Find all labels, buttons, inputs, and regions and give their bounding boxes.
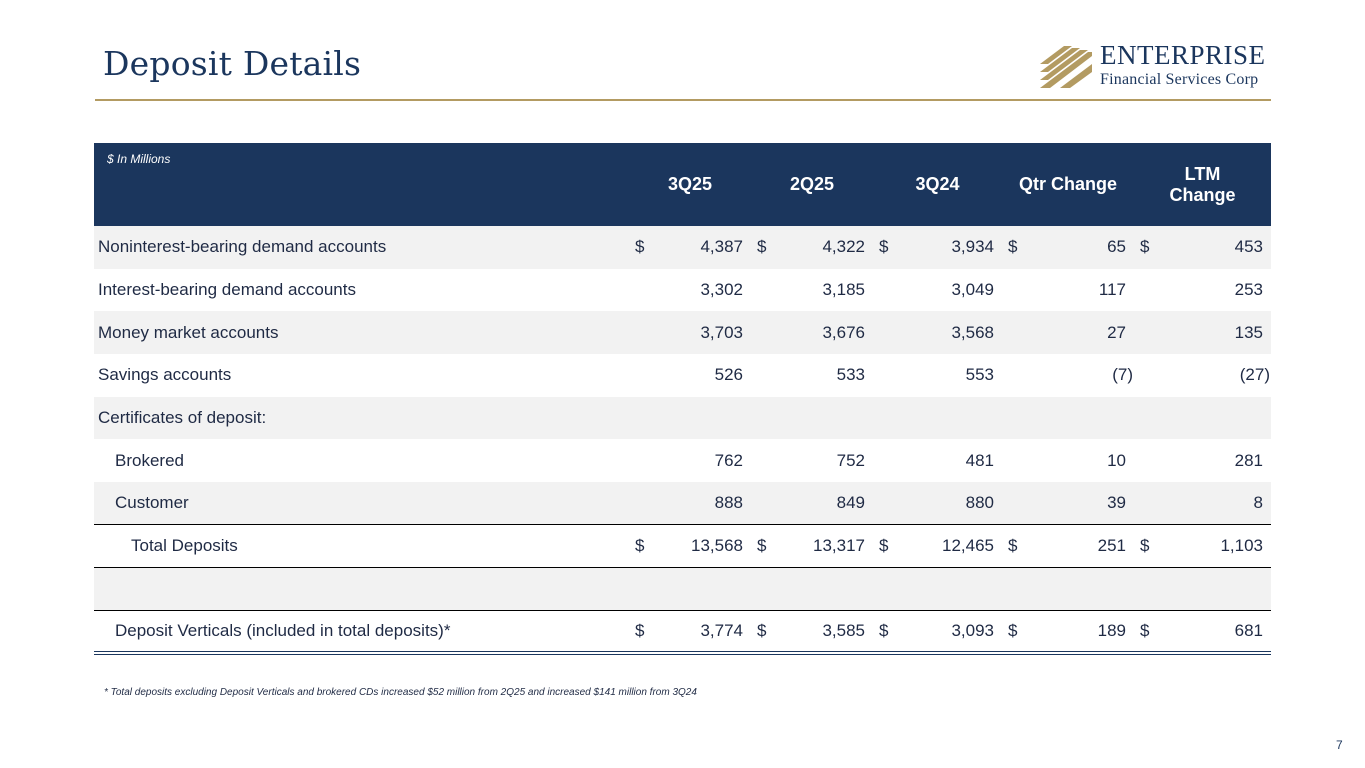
total-row: Total Deposits $ 13,568 $ 13,317 $ 12,46… bbox=[94, 524, 1271, 568]
value-qtr-change: 117 bbox=[1098, 280, 1126, 300]
spacer-row bbox=[94, 567, 1271, 611]
table-row: Brokered 762 752 481 10 281 bbox=[94, 439, 1271, 482]
header-3q25: 3Q25 bbox=[667, 174, 713, 194]
row-label: Money market accounts bbox=[98, 322, 279, 342]
header-ltm-line2: Change bbox=[1169, 184, 1236, 205]
page-number: 7 bbox=[1336, 738, 1343, 752]
value-3q24: 3,568 bbox=[951, 322, 994, 342]
value-2q25: 13,317 bbox=[779, 524, 873, 568]
table-row: Interest-bearing demand accounts 3,302 3… bbox=[94, 269, 1271, 312]
value-3q24: 481 bbox=[965, 450, 994, 470]
value-qtr-change: 189 bbox=[1030, 610, 1134, 655]
table-row: Noninterest-bearing demand accounts $ 4,… bbox=[94, 226, 1271, 269]
value-3q24: 12,465 bbox=[901, 524, 1002, 568]
value-ltm-change: 135 bbox=[1234, 322, 1263, 342]
value-qtr-change: 39 bbox=[1107, 493, 1126, 513]
value-3q24: 3,049 bbox=[951, 280, 994, 300]
value-3q24: 880 bbox=[965, 493, 994, 513]
logo-name: ENTERPRISE bbox=[1100, 40, 1266, 70]
logo-subtitle: Financial Services Corp bbox=[1100, 71, 1259, 88]
header-3q24: 3Q24 bbox=[915, 174, 960, 194]
currency-symbol: $ bbox=[879, 237, 889, 257]
value-2q25: 4,322 bbox=[822, 237, 865, 257]
table-header-row: $ In Millions 3Q25 2Q25 3Q24 Qtr Change … bbox=[94, 143, 1271, 226]
units-note: $ In Millions bbox=[107, 152, 171, 166]
deposit-details-table: $ In Millions 3Q25 2Q25 3Q24 Qtr Change … bbox=[94, 143, 1271, 655]
value-ltm-change: 8 bbox=[1253, 493, 1263, 513]
header-ltm-change: LTM Change bbox=[1134, 143, 1271, 226]
currency-symbol: $ bbox=[1002, 610, 1030, 655]
value-3q25: 3,302 bbox=[700, 280, 743, 300]
header-label-cell: $ In Millions bbox=[94, 143, 629, 226]
currency-symbol: $ bbox=[1008, 237, 1018, 257]
row-label: Deposit Verticals (included in total dep… bbox=[94, 610, 629, 655]
currency-symbol: $ bbox=[1140, 237, 1150, 257]
currency-symbol: $ bbox=[751, 524, 779, 568]
value-ltm-change: (27) bbox=[1239, 365, 1270, 385]
header-ltm-line1: LTM bbox=[1184, 163, 1221, 184]
currency-symbol: $ bbox=[1002, 524, 1030, 568]
value-2q25: 849 bbox=[836, 493, 865, 513]
table-row: Savings accounts 526 533 553 (7) (27) bbox=[94, 354, 1271, 397]
value-3q25: 526 bbox=[714, 365, 743, 385]
value-3q25: 4,387 bbox=[700, 237, 743, 257]
value-qtr-change: 10 bbox=[1107, 450, 1126, 470]
row-label: Noninterest-bearing demand accounts bbox=[98, 237, 387, 257]
value-2q25: 3,185 bbox=[822, 280, 865, 300]
value-ltm-change: 453 bbox=[1234, 237, 1263, 257]
row-label: Savings accounts bbox=[98, 365, 232, 385]
row-label: Certificates of deposit: bbox=[98, 408, 267, 428]
value-3q25: 762 bbox=[714, 450, 743, 470]
value-3q25: 13,568 bbox=[657, 524, 751, 568]
row-label: Total Deposits bbox=[94, 524, 629, 568]
table-row: Customer 888 849 880 39 8 bbox=[94, 482, 1271, 525]
row-label: Customer bbox=[115, 493, 189, 513]
value-2q25: 3,585 bbox=[779, 610, 873, 655]
value-qtr-change: (7) bbox=[1112, 365, 1133, 385]
value-ltm-change: 1,103 bbox=[1162, 524, 1271, 568]
company-logo: ENTERPRISE Financial Services Corp bbox=[1038, 40, 1278, 92]
currency-symbol: $ bbox=[757, 237, 767, 257]
row-label: Interest-bearing demand accounts bbox=[98, 280, 356, 300]
stacked-diagonal-bars-logo-icon bbox=[1040, 46, 1092, 88]
value-qtr-change: 27 bbox=[1107, 322, 1126, 342]
value-2q25: 3,676 bbox=[822, 322, 865, 342]
currency-symbol: $ bbox=[751, 610, 779, 655]
value-ltm-change: 281 bbox=[1234, 450, 1263, 470]
value-2q25: 752 bbox=[836, 450, 865, 470]
value-3q24: 3,934 bbox=[951, 237, 994, 257]
value-ltm-change: 253 bbox=[1234, 280, 1263, 300]
page-title: Deposit Details bbox=[103, 44, 362, 83]
table-row: Money market accounts 3,703 3,676 3,568 … bbox=[94, 311, 1271, 355]
currency-symbol: $ bbox=[635, 237, 645, 257]
title-divider bbox=[95, 99, 1271, 101]
value-3q24: 3,093 bbox=[901, 610, 1002, 655]
value-qtr-change: 251 bbox=[1030, 524, 1134, 568]
header-2q25: 2Q25 bbox=[789, 174, 835, 194]
table-row: Certificates of deposit: bbox=[94, 396, 1271, 440]
deposit-verticals-row: Deposit Verticals (included in total dep… bbox=[94, 610, 1271, 655]
currency-symbol: $ bbox=[873, 524, 901, 568]
value-3q25: 3,774 bbox=[657, 610, 751, 655]
value-qtr-change: 65 bbox=[1107, 237, 1126, 257]
row-label: Brokered bbox=[115, 450, 184, 470]
currency-symbol: $ bbox=[1134, 610, 1162, 655]
currency-symbol: $ bbox=[629, 524, 657, 568]
value-3q24: 553 bbox=[965, 365, 994, 385]
currency-symbol: $ bbox=[629, 610, 657, 655]
value-2q25: 533 bbox=[836, 365, 865, 385]
value-3q25: 3,703 bbox=[700, 322, 743, 342]
currency-symbol: $ bbox=[1134, 524, 1162, 568]
value-ltm-change: 681 bbox=[1162, 610, 1271, 655]
currency-symbol: $ bbox=[873, 610, 901, 655]
header-qtr-change: Qtr Change bbox=[1018, 174, 1117, 194]
value-3q25: 888 bbox=[714, 493, 743, 513]
footnote: * Total deposits excluding Deposit Verti… bbox=[104, 687, 697, 698]
